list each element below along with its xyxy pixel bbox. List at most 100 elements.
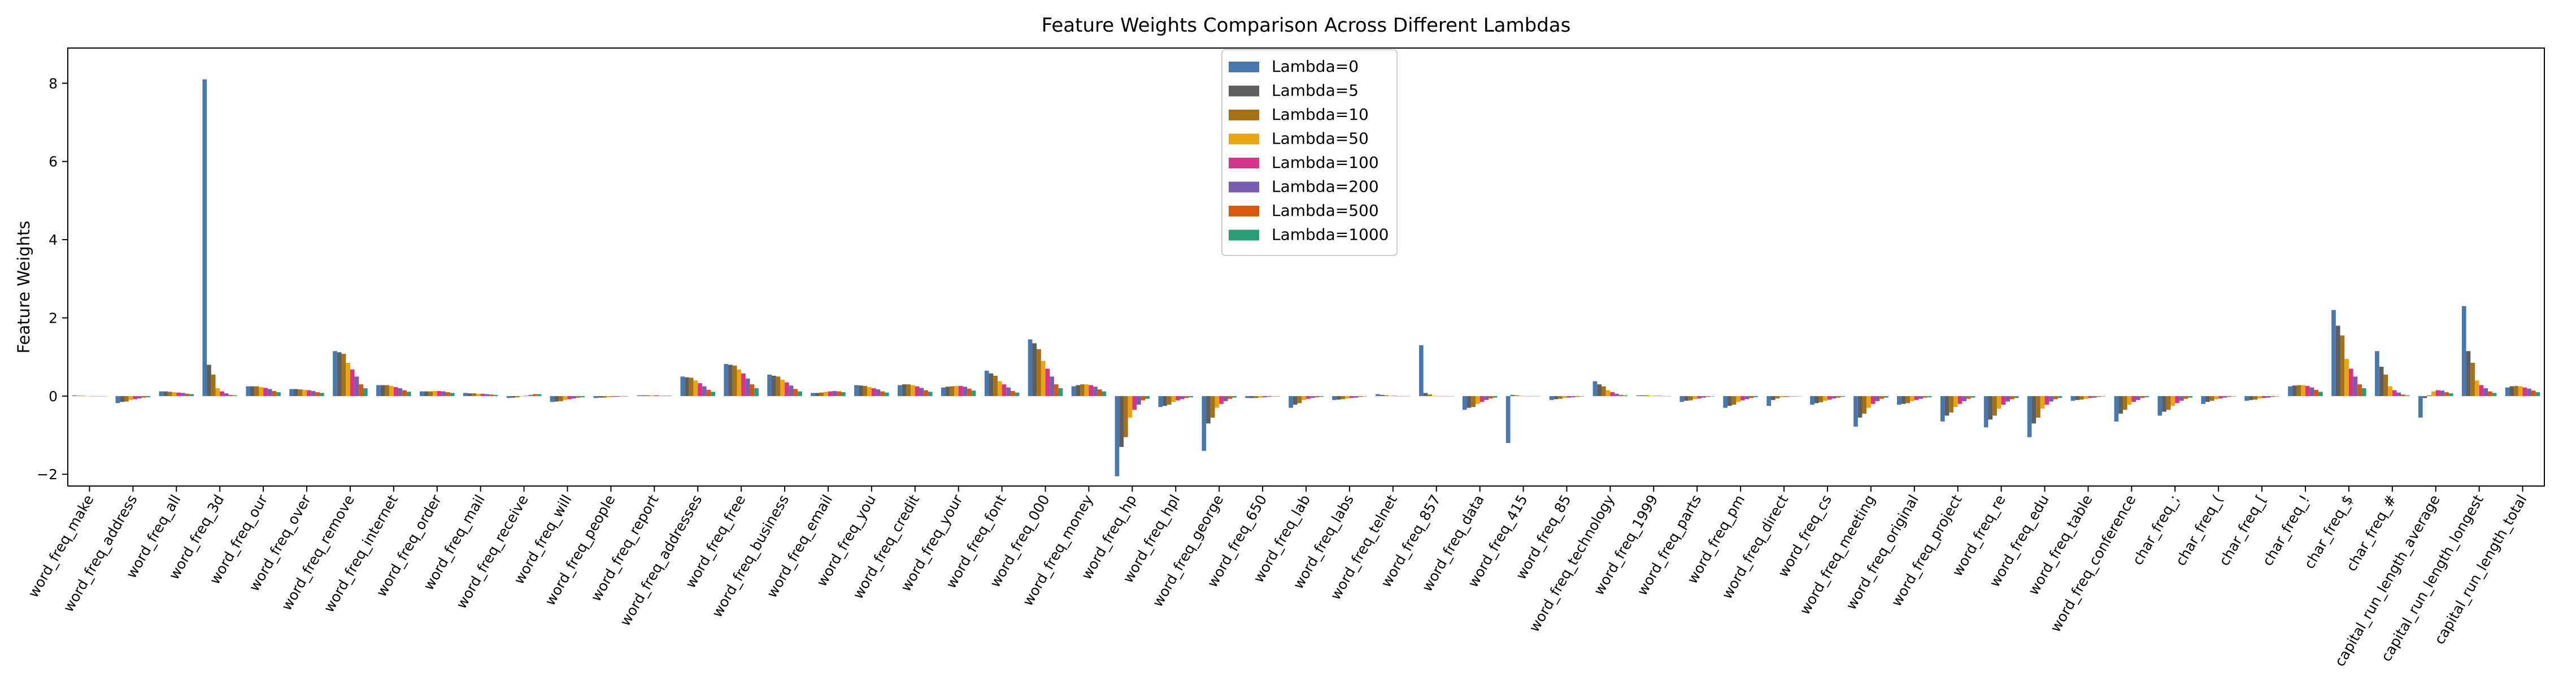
y-tick-label: 8 [49, 75, 58, 92]
bar [98, 396, 103, 397]
bar [1749, 396, 1754, 398]
bar [559, 396, 563, 401]
bar [1927, 396, 1932, 397]
bar [1610, 392, 1615, 396]
bar [1102, 391, 1107, 396]
bar [1810, 396, 1814, 405]
bar [1445, 396, 1450, 397]
bar [450, 393, 455, 396]
bar [2288, 386, 2292, 396]
bar [1879, 396, 1884, 399]
bar [1176, 396, 1180, 401]
bar [2101, 396, 2106, 397]
bar [259, 387, 264, 396]
bar [1349, 396, 1354, 398]
legend-swatch [1229, 62, 1259, 72]
legend-item: Lambda=50 [1229, 129, 1369, 148]
bar [1949, 396, 1953, 413]
bar [2131, 396, 2136, 402]
bar [2375, 351, 2379, 396]
bar [120, 396, 124, 402]
bar [185, 393, 190, 396]
bar [919, 388, 924, 396]
bar [1480, 396, 1485, 402]
bar [1219, 396, 1224, 404]
x-tick-label: word_freq_meeting [1796, 492, 1878, 618]
bar [159, 391, 164, 396]
bar [1254, 396, 1259, 398]
bar [606, 396, 611, 397]
bar [906, 384, 911, 396]
bar [1384, 395, 1389, 396]
bar [2162, 396, 2166, 412]
bar [1644, 395, 1650, 396]
bar [572, 396, 576, 398]
bar [1897, 396, 1901, 405]
bar [311, 391, 316, 396]
bar [997, 381, 1002, 396]
legend-swatch [1229, 85, 1259, 97]
bar [532, 394, 537, 396]
bar [2144, 396, 2149, 397]
bar [1602, 386, 1606, 396]
legend-item: Lambda=1000 [1229, 225, 1389, 244]
series-lambda-10 [81, 335, 2518, 437]
bar [1818, 396, 1824, 402]
bar [389, 385, 394, 396]
bar [2183, 396, 2188, 399]
bar [341, 354, 346, 396]
bar [1923, 396, 1927, 398]
legend-box [1221, 49, 1398, 256]
bar [841, 392, 846, 396]
bar [915, 386, 920, 396]
bar [2179, 396, 2184, 401]
bar [2514, 385, 2518, 396]
bar [2492, 393, 2497, 396]
y-tick-label: 4 [49, 232, 58, 248]
bar [1054, 384, 1059, 396]
bar [2092, 396, 2097, 398]
bar [1579, 396, 1585, 397]
bar [785, 382, 789, 396]
bar [172, 392, 177, 396]
bar [776, 376, 781, 396]
bar [741, 373, 746, 396]
bar [1406, 396, 1411, 397]
bar [1953, 396, 1958, 407]
bar [1319, 396, 1324, 397]
bar [1141, 396, 1146, 401]
legend-swatch [1229, 158, 1259, 168]
bar [2227, 396, 2232, 397]
bar [146, 396, 151, 397]
legend-item: Lambda=0 [1229, 57, 1359, 76]
bar [1080, 384, 1085, 396]
bar [1215, 396, 1220, 408]
bar [1436, 396, 1441, 397]
bar [1866, 396, 1871, 408]
bar [2418, 396, 2423, 418]
bar [1688, 396, 1693, 401]
bar [2001, 396, 2006, 405]
bar [489, 394, 494, 396]
bar [2209, 396, 2214, 401]
bar [1297, 396, 1302, 404]
bar [871, 388, 876, 396]
bar [1250, 396, 1254, 398]
bar [693, 380, 698, 396]
bar [2231, 396, 2236, 397]
bar [1145, 396, 1150, 399]
bar [2388, 386, 2392, 396]
bar [2053, 396, 2058, 400]
bar [2431, 391, 2436, 396]
bar [745, 378, 750, 396]
bar [880, 391, 885, 396]
bar [2448, 393, 2453, 396]
bar [2479, 385, 2484, 396]
bar [1132, 396, 1137, 410]
bar [2301, 385, 2305, 396]
bar [289, 389, 294, 396]
bar [2031, 396, 2037, 424]
bar [346, 363, 350, 396]
bar [1045, 368, 1050, 396]
